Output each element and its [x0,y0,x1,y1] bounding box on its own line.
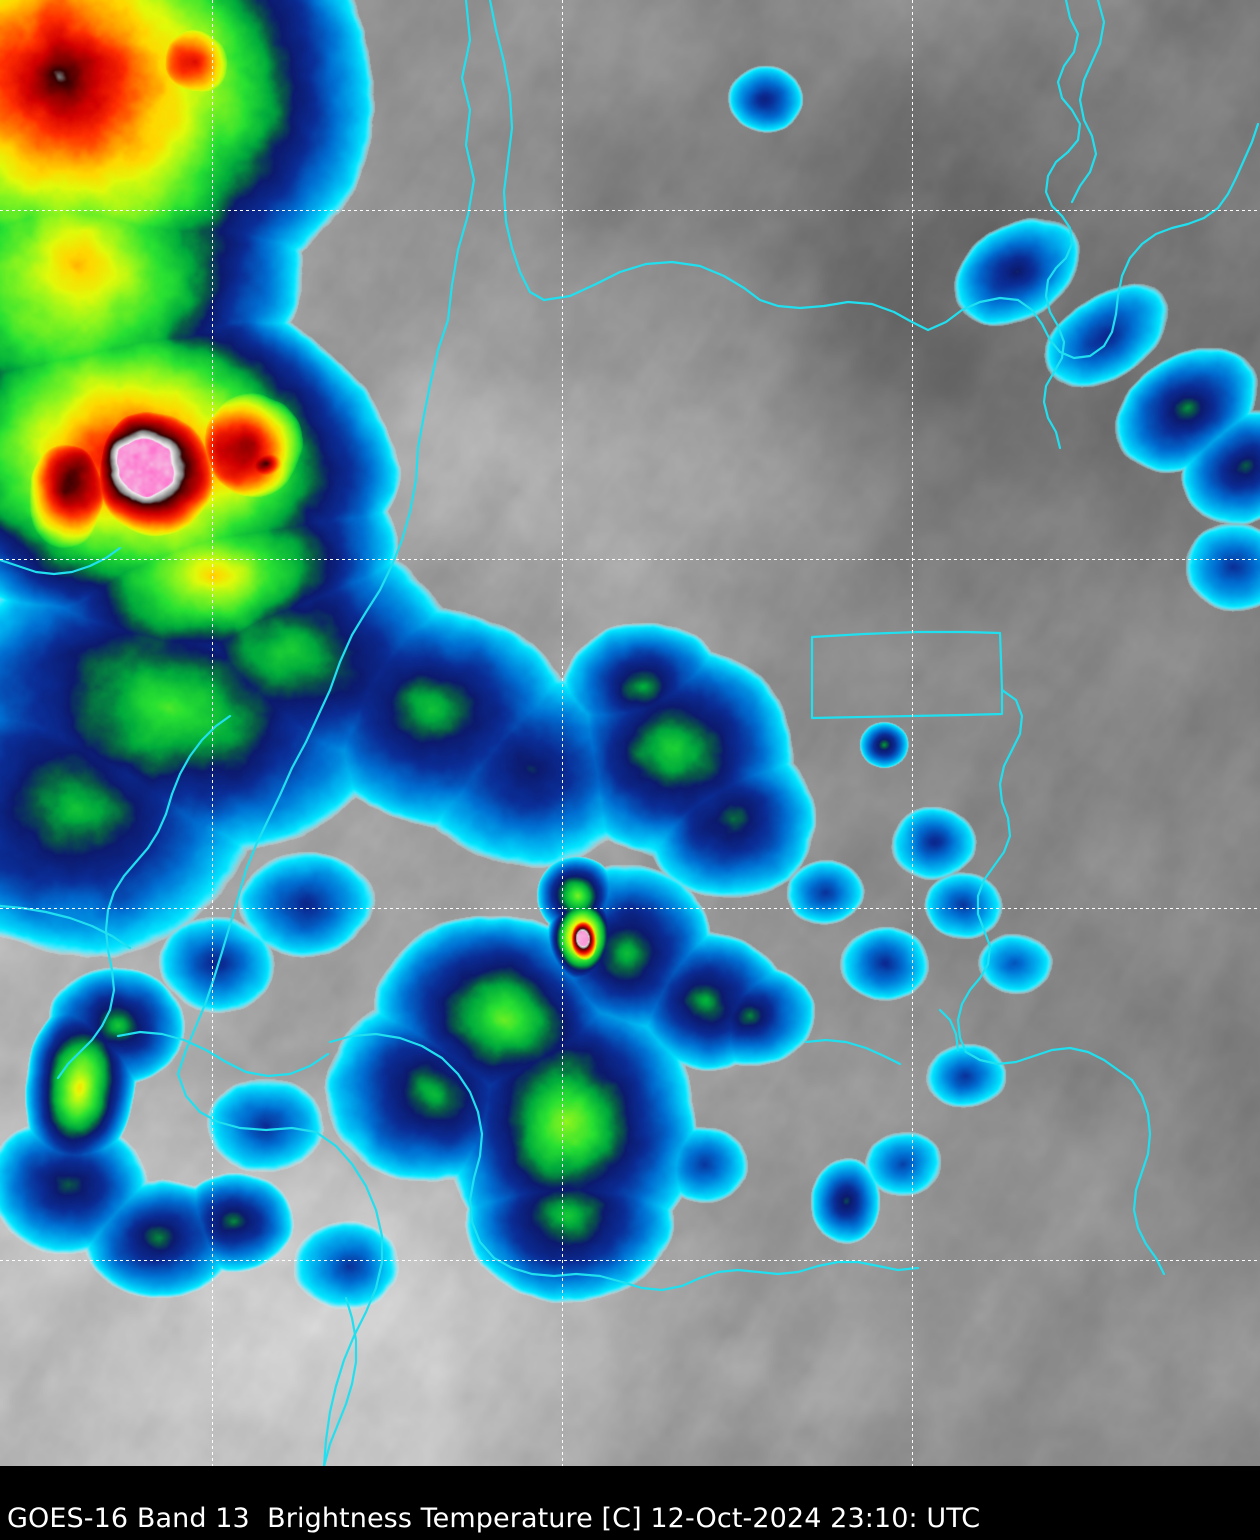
brightness-temperature-raster [0,0,1260,1466]
satellite-image-panel[interactable] [0,0,1260,1466]
product-caption: GOES-16 Band 13 Brightness Temperature [… [7,1503,981,1534]
caption-footer: GOES-16 Band 13 Brightness Temperature [… [0,1466,1260,1540]
